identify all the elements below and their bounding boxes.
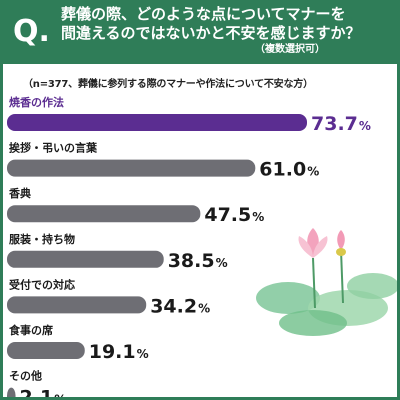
bar xyxy=(7,159,256,177)
unit-label: % xyxy=(307,165,319,179)
value-label: 38.5 xyxy=(168,250,215,272)
value-label: 61.0 xyxy=(259,159,306,181)
unit-label: % xyxy=(137,347,149,361)
unit-label: % xyxy=(198,301,210,315)
question-header: Q. 葬儀の際、どのような点についてマナーを 間違えるのではないかと不安を感じま… xyxy=(3,3,397,64)
category-label: 焼香の作法 xyxy=(9,95,64,109)
unit-label: % xyxy=(54,393,66,397)
question-badge: Q. xyxy=(13,14,50,49)
category-label: 食事の席 xyxy=(9,323,53,337)
value-label: 2.1 xyxy=(20,387,54,397)
unit-label: % xyxy=(359,119,371,133)
value-label: 34.2 xyxy=(150,295,197,317)
bar xyxy=(7,205,201,223)
question-note: （複数選択可） xyxy=(255,44,325,55)
bar xyxy=(7,342,85,359)
unit-label: % xyxy=(216,256,228,270)
bar xyxy=(7,387,16,397)
category-label: 挨拶・弔いの言葉 xyxy=(9,141,98,155)
value-label: 19.1 xyxy=(89,341,136,363)
value-label: 73.7 xyxy=(311,113,358,135)
bar-chart: 焼香の作法 73.7 % 挨拶・弔いの言葉 61.0 % 香典 47.5 % 服装・持ち物 38.5… xyxy=(7,95,371,397)
sample-note: （n=377、葬儀に参列する際のマナーや作法について不安な方） xyxy=(23,79,313,90)
category-label: 香典 xyxy=(8,186,31,200)
question-title: 葬儀の際、どのような点についてマナーを 間違えるのではないかと不安を感じますか？ xyxy=(61,5,361,42)
value-label: 47.5 xyxy=(204,204,251,226)
unit-label: % xyxy=(252,210,264,224)
bar xyxy=(7,296,147,314)
bar xyxy=(7,250,164,268)
category-label: 受付での対応 xyxy=(9,277,75,291)
lotus-illustration xyxy=(256,228,397,336)
category-label: その他 xyxy=(9,369,42,383)
category-label: 服装・持ち物 xyxy=(9,232,75,246)
bar xyxy=(7,114,307,131)
